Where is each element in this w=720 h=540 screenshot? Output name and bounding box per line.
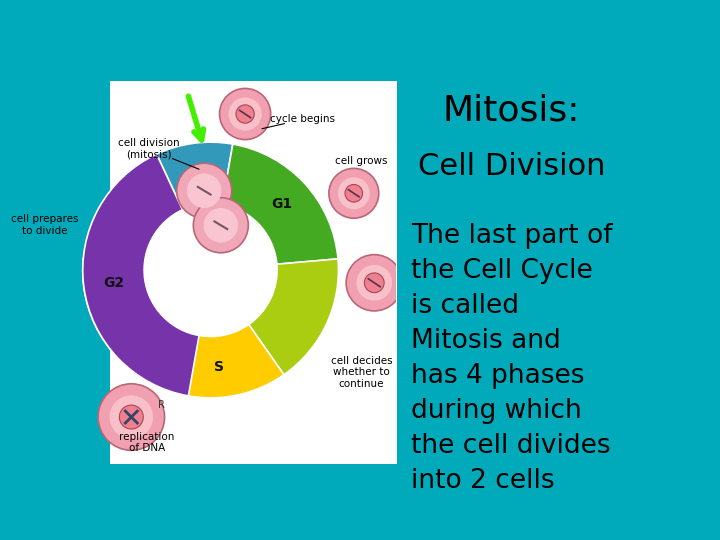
Circle shape bbox=[356, 265, 392, 301]
Text: cell division
(mitosis): cell division (mitosis) bbox=[118, 138, 180, 159]
Wedge shape bbox=[83, 154, 199, 396]
Text: cell decides
whether to
continue: cell decides whether to continue bbox=[330, 356, 392, 389]
Text: G2: G2 bbox=[104, 276, 125, 289]
Text: G1: G1 bbox=[271, 197, 293, 211]
Circle shape bbox=[345, 185, 363, 202]
Circle shape bbox=[98, 384, 165, 450]
Circle shape bbox=[338, 177, 370, 210]
Wedge shape bbox=[95, 298, 182, 386]
Wedge shape bbox=[248, 259, 338, 375]
Wedge shape bbox=[222, 144, 338, 264]
Text: Cell Division: Cell Division bbox=[418, 152, 605, 181]
Text: cell prepares
to divide: cell prepares to divide bbox=[11, 214, 78, 236]
Text: M: M bbox=[191, 167, 204, 181]
Circle shape bbox=[187, 173, 222, 208]
Circle shape bbox=[364, 273, 384, 293]
Text: The last part of
the Cell Cycle
is called
Mitosis and
has 4 phases
during which
: The last part of the Cell Cycle is calle… bbox=[411, 223, 613, 494]
FancyBboxPatch shape bbox=[109, 82, 397, 464]
Text: R: R bbox=[158, 400, 165, 409]
Text: cycle begins: cycle begins bbox=[270, 114, 336, 124]
Circle shape bbox=[109, 395, 153, 439]
Text: S: S bbox=[214, 360, 224, 374]
Text: replication
of DNA: replication of DNA bbox=[119, 432, 174, 454]
Text: cell grows: cell grows bbox=[336, 156, 388, 166]
Circle shape bbox=[236, 105, 254, 123]
Circle shape bbox=[204, 208, 238, 242]
Wedge shape bbox=[83, 259, 150, 324]
Circle shape bbox=[346, 255, 402, 311]
Circle shape bbox=[228, 97, 262, 131]
Text: Mitosis:: Mitosis: bbox=[443, 94, 580, 128]
Circle shape bbox=[176, 163, 232, 218]
Circle shape bbox=[194, 198, 248, 253]
FancyArrowPatch shape bbox=[189, 96, 204, 140]
Circle shape bbox=[220, 89, 271, 139]
Circle shape bbox=[329, 168, 379, 218]
Wedge shape bbox=[156, 325, 284, 398]
Circle shape bbox=[120, 405, 143, 429]
Wedge shape bbox=[156, 142, 233, 210]
